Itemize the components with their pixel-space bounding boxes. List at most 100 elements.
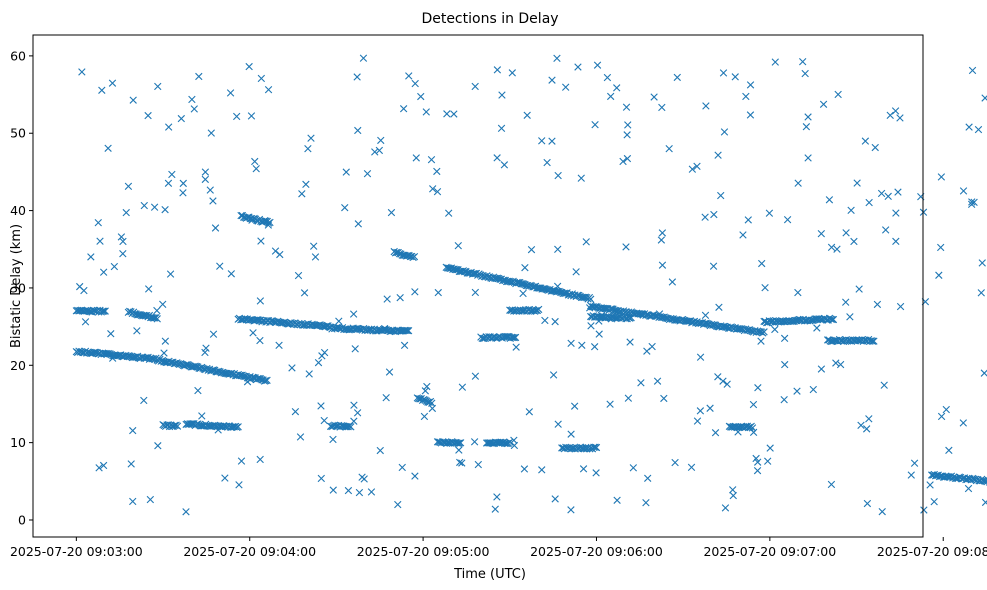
data-point-marker — [207, 129, 215, 137]
data-point-marker — [665, 145, 673, 153]
data-point-marker — [591, 121, 599, 129]
data-point-marker — [190, 105, 198, 113]
data-point-marker — [239, 372, 248, 380]
data-point-marker — [846, 313, 854, 321]
data-point-marker — [493, 493, 501, 501]
data-point-marker — [870, 337, 878, 345]
data-point-marker — [623, 131, 631, 139]
data-point-marker — [354, 324, 363, 333]
data-point-marker — [606, 92, 615, 101]
data-point-marker — [731, 73, 739, 81]
data-point-marker — [276, 250, 284, 259]
data-point-marker — [302, 180, 310, 189]
data-point-marker — [766, 444, 774, 452]
data-point-marker — [376, 446, 384, 455]
data-point-marker — [291, 407, 300, 416]
data-point-marker — [329, 435, 337, 444]
data-point-marker — [493, 154, 501, 162]
data-point-marker — [428, 404, 437, 413]
data-point-marker — [201, 348, 209, 357]
data-point-marker — [248, 216, 256, 224]
data-point-marker — [892, 209, 900, 217]
data-point-marker — [510, 436, 518, 444]
data-point-marker — [561, 83, 570, 91]
data-point-marker — [771, 58, 779, 66]
data-point-marker — [201, 168, 210, 176]
data-point-marker — [101, 307, 109, 315]
data-point-marker — [603, 73, 612, 82]
plot-frame — [32, 34, 924, 538]
x-tick-label: 2025-07-20 09:07:00 — [703, 544, 836, 559]
data-point-marker — [387, 208, 396, 217]
data-point-marker — [829, 315, 838, 324]
data-point-marker — [959, 187, 968, 195]
data-point-marker — [891, 107, 900, 115]
data-point-marker — [140, 311, 148, 320]
data-point-marker — [150, 314, 159, 322]
data-point-marker — [842, 298, 850, 306]
data-point-marker — [729, 486, 737, 494]
data-point-marker — [518, 280, 527, 288]
data-point-marker — [833, 245, 841, 253]
data-point-marker — [657, 236, 666, 244]
data-point-marker — [744, 326, 752, 334]
data-point-marker — [454, 439, 462, 448]
data-point-marker — [294, 271, 303, 280]
data-point-marker — [586, 304, 594, 312]
data-point-marker — [233, 112, 241, 121]
data-point-marker — [349, 310, 358, 318]
data-point-marker — [209, 197, 217, 205]
data-point-marker — [317, 402, 325, 410]
data-point-marker — [226, 89, 235, 97]
data-point-marker — [702, 102, 710, 110]
data-point-marker — [942, 405, 950, 414]
data-point-marker — [761, 283, 769, 292]
data-point-marker — [868, 337, 877, 345]
data-point-marker — [850, 237, 858, 246]
data-point-marker — [937, 243, 945, 252]
data-point-marker — [880, 381, 888, 389]
data-point-marker — [271, 247, 280, 255]
data-point-marker — [748, 424, 757, 432]
data-point-marker — [606, 400, 614, 408]
data-point-marker — [144, 111, 152, 120]
data-point-marker — [305, 370, 313, 378]
data-point-marker — [498, 91, 506, 99]
data-point-marker — [783, 215, 792, 224]
data-point-marker — [216, 262, 224, 270]
data-point-marker — [907, 471, 915, 479]
data-point-marker — [715, 303, 723, 311]
data-point-marker — [164, 179, 173, 187]
data-point-marker — [622, 103, 631, 111]
data-point-marker — [937, 412, 946, 421]
data-point-marker — [129, 96, 137, 104]
data-point-marker — [780, 395, 788, 404]
data-points — [72, 54, 987, 516]
data-point-marker — [626, 338, 634, 346]
data-point-marker — [119, 237, 127, 246]
data-point-marker — [597, 311, 606, 320]
y-tick-label: 50 — [10, 126, 26, 141]
data-point-marker — [758, 259, 766, 268]
data-point-marker — [140, 396, 148, 405]
data-point-marker — [623, 154, 632, 163]
data-point-marker — [417, 92, 425, 101]
data-point-marker — [734, 428, 742, 436]
data-point-marker — [427, 156, 436, 164]
data-point-marker — [817, 365, 826, 373]
data-point-marker — [523, 111, 531, 119]
data-point-marker — [335, 317, 343, 325]
data-point-marker — [512, 343, 520, 351]
data-point-marker — [744, 216, 752, 224]
data-point-marker — [403, 326, 412, 335]
x-tick-label: 2025-07-20 09:04:00 — [183, 544, 316, 559]
data-point-marker — [847, 206, 855, 215]
data-point-marker — [688, 165, 697, 173]
data-point-marker — [653, 377, 662, 385]
data-point-marker — [660, 394, 668, 403]
data-point-marker — [554, 420, 562, 428]
y-tick-label: 30 — [10, 280, 26, 295]
data-point-marker — [896, 302, 905, 311]
data-point-marker — [456, 458, 464, 467]
